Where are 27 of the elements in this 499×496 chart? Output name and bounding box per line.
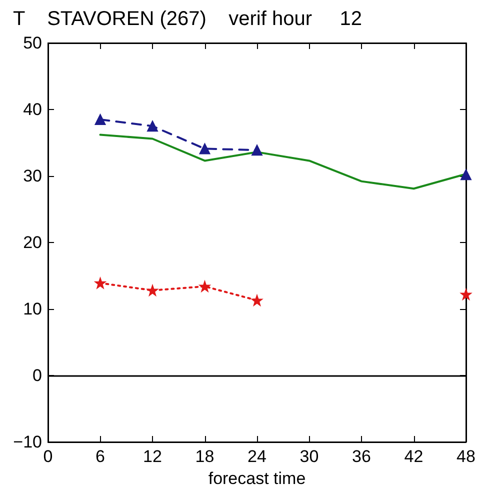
point [147,284,158,296]
point [460,288,472,300]
point [147,120,158,132]
point [252,294,262,306]
point [94,114,106,125]
point [199,280,210,292]
y-tick-label: 10 [23,300,42,318]
y-tick-label: 20 [23,233,42,252]
x-tick-label: 12 [143,447,162,466]
x-tick-label: 18 [195,447,214,466]
y-tick-label: 0 [32,366,42,385]
point [94,278,106,289]
x-tick-label: 48 [456,447,476,466]
x-axis-title: forecast time [208,468,306,488]
x-tick-label: 36 [352,447,371,466]
point [252,144,262,156]
x-tick-label: 6 [96,447,105,466]
x-tick-label: 30 [300,447,319,466]
y-tick-label: 50 [23,34,42,52]
y-tick-label: 40 [23,100,42,119]
point [199,143,210,154]
y-tick-label: −10 [13,432,42,452]
x-tick-label: 42 [404,447,424,466]
chart-title: T STAVOREN (267) verif hour 12 [13,8,362,30]
point [460,169,472,180]
y-tick-label: 30 [23,166,42,186]
x-tick-label: 24 [248,447,266,466]
